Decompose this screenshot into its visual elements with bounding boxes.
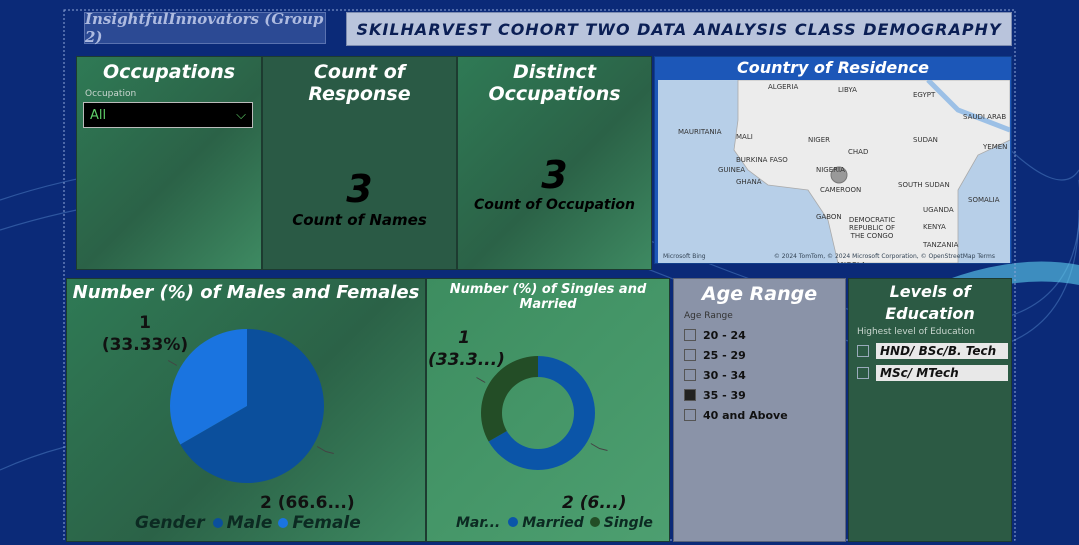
map[interactable]: Microsoft Bing © 2024 TomTom, © 2024 Mic… — [658, 80, 1010, 263]
map-place-label: GABON — [816, 213, 842, 221]
legend-marker — [589, 517, 600, 527]
panel-title: Number (%) of Males and Females — [72, 282, 420, 303]
dropdown-chevron: ⌵ — [236, 107, 246, 123]
age-panel: Age Range Age Range 20 - 24 25 - 29 30 - 3… — [673, 278, 846, 542]
slicer-label: Age Range — [684, 311, 733, 321]
map-place-label: SUDAN — [913, 136, 938, 144]
map-place-label: DEMOCRATIC REPUBLIC OF THE CONGO — [848, 216, 896, 240]
panel-title: Occupations — [102, 61, 236, 83]
legend-marker — [212, 518, 223, 528]
option-label: 40 and Above — [703, 408, 788, 422]
age-option[interactable]: 40 and Above — [684, 405, 845, 425]
dashboard-title: SKILHARVEST COHORT TWO DATA ANALYSIS CLA… — [346, 12, 1012, 46]
legend-item: Married — [522, 515, 584, 531]
map-panel: Country of Residence Microsoft Bing © 20… — [654, 56, 1012, 264]
checkbox — [684, 329, 696, 341]
slicer-label: Occupation — [85, 89, 137, 99]
checkbox — [684, 409, 696, 421]
map-place-label: CAMEROON — [820, 186, 862, 194]
map-place-label: NIGER — [808, 136, 831, 144]
slicer-label: Highest level of Education — [857, 327, 975, 337]
map-place-label: MALI — [736, 133, 753, 141]
map-place-label: MAURITANIA — [678, 128, 722, 136]
legend-title: Mar... — [456, 515, 501, 531]
team-name: InsightfulInnovators (Group 2) — [84, 10, 326, 46]
option-label: 35 - 39 — [703, 388, 746, 402]
panel-title: Count of Response — [308, 61, 411, 105]
card-value: 3 — [346, 167, 373, 211]
map-place-label: ALGERIA — [768, 83, 799, 91]
map-place-label: KENYA — [923, 223, 946, 231]
checkbox — [857, 345, 869, 357]
map-place-label: UGANDA — [923, 206, 954, 214]
checkbox — [857, 367, 869, 379]
occupations-panel: Occupations Occupation All ⌵ — [76, 56, 262, 270]
map-place-label: ANGOLA — [836, 261, 866, 263]
map-place-label: SOMALIA — [968, 196, 1000, 204]
panel-title: Distinct Occupations — [488, 61, 621, 105]
legend-marker — [508, 517, 519, 527]
map-place-label: CHAD — [848, 148, 869, 156]
panel-title: Levels of Education — [885, 282, 975, 323]
map-bubble — [830, 166, 848, 184]
legend-title: Gender — [135, 513, 205, 533]
legend-item: Single — [603, 515, 653, 531]
legend-marker — [278, 518, 289, 528]
checkbox — [684, 349, 696, 361]
education-option[interactable]: MSc/ MTech — [857, 363, 1011, 383]
map-place-label: NIGERIA — [816, 166, 845, 174]
data-label: 1 (33.33%) — [101, 313, 189, 355]
panel-title: Number (%) of Singles and Married — [449, 282, 647, 312]
education-panel: Levels of Education Highest level of Edu… — [848, 278, 1012, 542]
checkbox — [684, 389, 696, 401]
map-place-label: YEMEN — [983, 143, 1008, 151]
map-place-label: TANZANIA — [923, 241, 959, 249]
map-place-label: SOUTH SUDAN — [898, 181, 950, 189]
dropdown-value: All — [90, 107, 107, 123]
marital-panel: Number (%) of Singles and Married — [426, 278, 670, 542]
option-label: 25 - 29 — [703, 348, 746, 362]
option-label: 30 - 34 — [703, 368, 746, 382]
map-place-label: LIBYA — [838, 86, 857, 94]
map-place-label: EGYPT — [913, 91, 936, 99]
data-label: 2 (66.6...) — [260, 493, 355, 513]
option-label: HND/ BSc/B. Tech — [876, 343, 1008, 359]
map-place-label: BURKINA FASO — [736, 156, 788, 164]
panel-title: Country of Residence — [737, 58, 929, 77]
age-option[interactable]: 25 - 29 — [684, 345, 845, 365]
education-options: HND/ BSc/B. Tech MSc/ MTech — [857, 341, 1011, 383]
age-options: 20 - 24 25 - 29 30 - 34 35 - 39 40 and Above — [684, 325, 845, 425]
map-land — [733, 80, 1010, 263]
education-option[interactable]: HND/ BSc/B. Tech — [857, 341, 1011, 361]
age-option[interactable]: 35 - 39 — [684, 385, 845, 405]
data-label: 2 (6...) — [562, 493, 627, 513]
card-value: 3 — [541, 153, 568, 197]
card-label: Count of Occupation — [474, 197, 635, 213]
checkbox — [684, 369, 696, 381]
map-attribution: © 2024 TomTom, © 2024 Microsoft Corporat… — [773, 253, 995, 260]
option-label: MSc/ MTech — [876, 365, 1008, 381]
option-label: 20 - 24 — [703, 328, 746, 342]
distinct-card: Distinct Occupations 3 Count of Occupati… — [457, 56, 652, 270]
map-place-label: GHANA — [736, 178, 762, 186]
age-option[interactable]: 20 - 24 — [684, 325, 845, 345]
map-place-label: GUINEA — [718, 166, 746, 174]
legend-item: Male — [226, 513, 273, 533]
map-place-label: SAUDI ARAB — [963, 113, 1007, 121]
legend: Mar... Married Single — [456, 515, 657, 531]
occupation-dropdown[interactable]: All ⌵ — [83, 102, 253, 128]
count-card: Count of Response 3 Count of Names — [262, 56, 457, 270]
legend: Gender Male Female — [135, 513, 365, 533]
legend-item: Female — [292, 513, 361, 533]
age-option[interactable]: 30 - 34 — [684, 365, 845, 385]
panel-title: Age Range — [701, 283, 818, 305]
data-label: 1 (33.3...) — [428, 328, 505, 370]
card-label: Count of Names — [292, 211, 427, 229]
map-brand: Microsoft Bing — [663, 253, 706, 260]
